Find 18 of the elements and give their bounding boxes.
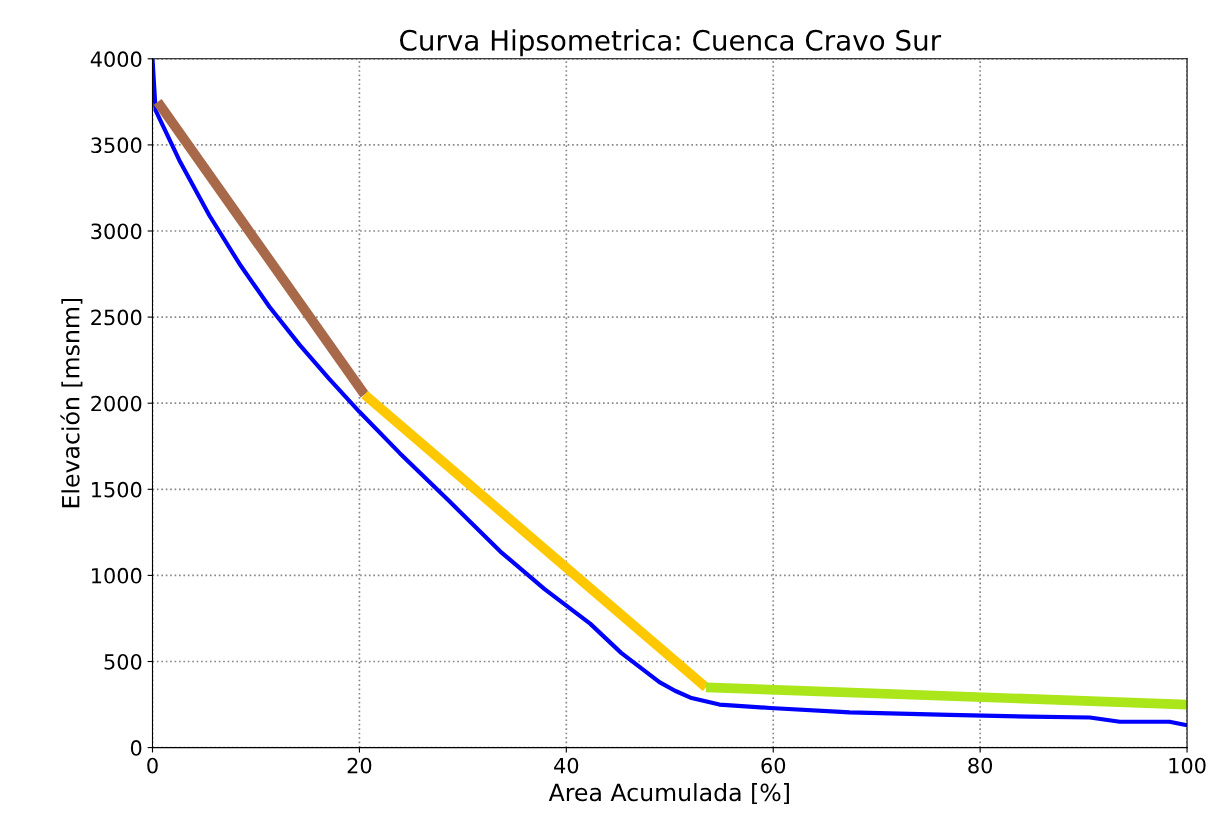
x-tick-label: 80 [968,757,993,774]
x-tick-label: 20 [347,757,372,774]
y-tick-label: 3000 [91,223,142,240]
y-tick-label: 1500 [92,481,142,498]
x-tick-label: 0 [147,757,158,774]
y-tick-label: 1000 [92,567,142,584]
y-tick-label: 500 [104,653,142,670]
y-tick-label: 4000 [90,51,142,68]
y-axis-title: Elevación [msnm] [60,298,83,508]
y-tick-label: 2500 [91,309,142,326]
x-tick-label: 60 [761,757,786,774]
y-tick-label: 3500 [91,137,142,154]
x-tick-label: 40 [554,757,579,774]
x-axis-title: Area Acumulada [%] [548,783,789,805]
y-tick-label: 2000 [91,395,142,412]
x-tick-label: 100 [1169,757,1206,774]
y-tick-label: 0 [130,740,142,756]
chart-title: Curva Hipsometrica: Cuenca Cravo Sur [400,29,942,57]
